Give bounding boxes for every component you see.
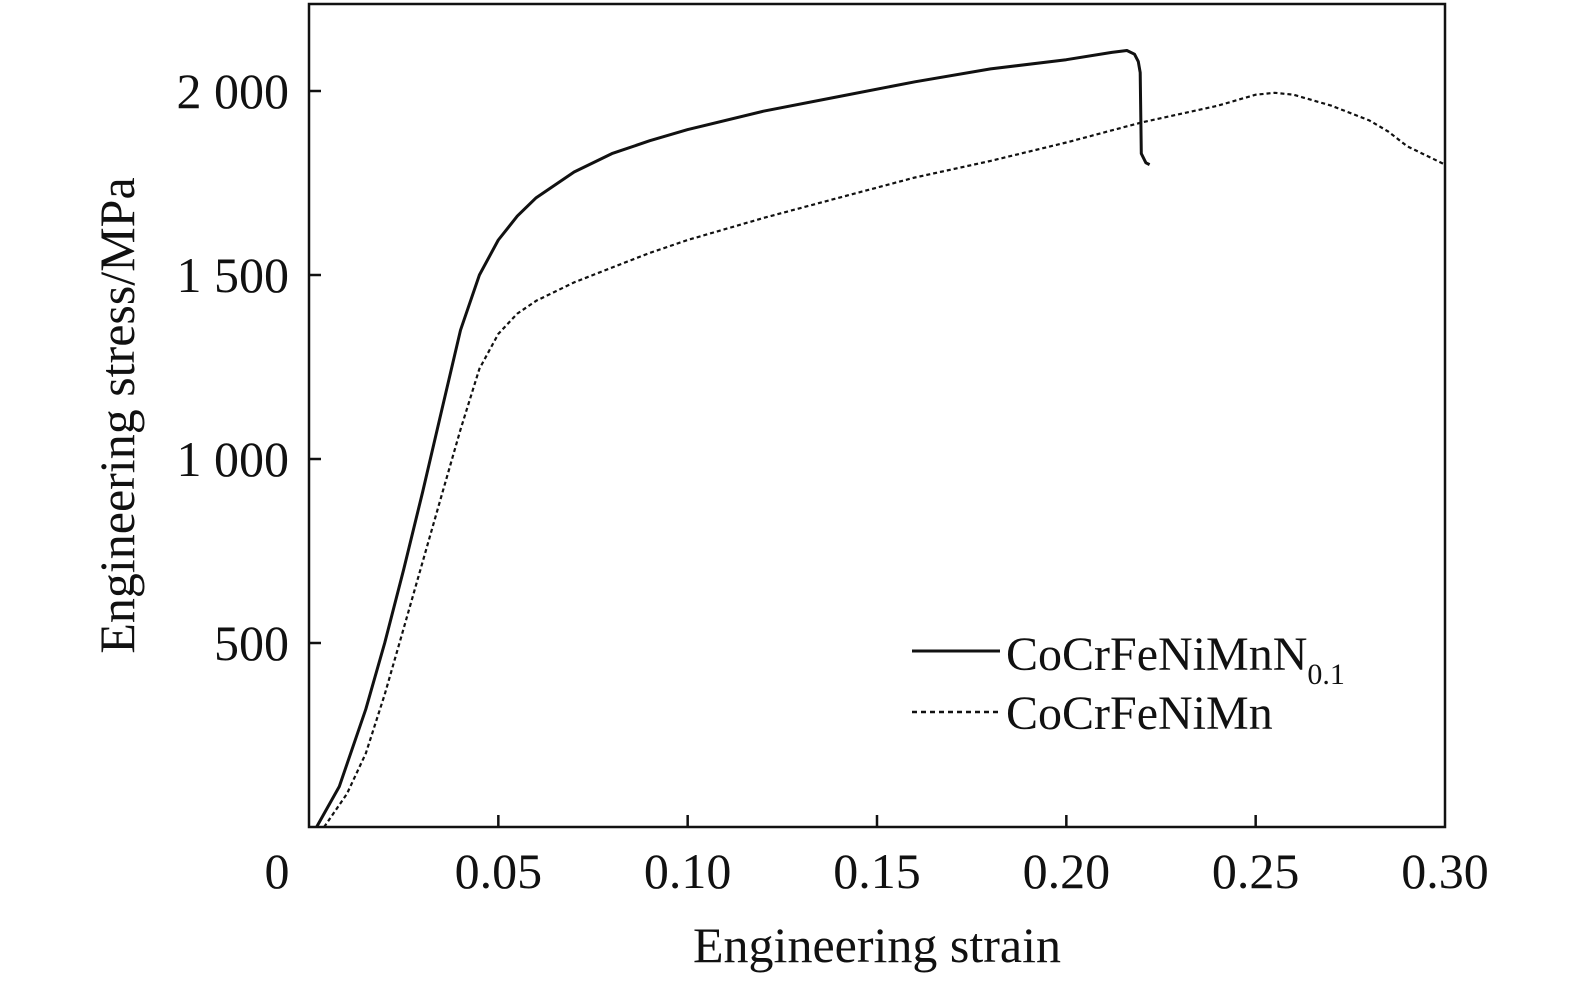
y-tick-label: 2 000 — [177, 63, 290, 119]
y-tick-label: 1 000 — [177, 431, 290, 487]
series-layer — [315, 49, 1446, 828]
x-tick-label: 0.30 — [1401, 843, 1489, 899]
x-tick-label: 0.05 — [455, 843, 543, 899]
x-tick-label: 0.20 — [1023, 843, 1111, 899]
x-tick-label: 0.25 — [1212, 843, 1300, 899]
y-axis-ticks: 500 1 000 1 500 2 000 — [177, 63, 321, 671]
x-tick-label: 0 — [265, 843, 290, 899]
x-axis-ticks: 0 0.05 0.10 0.15 0.20 0.25 0.30 — [265, 815, 1489, 899]
y-tick-label: 1 500 — [177, 247, 290, 303]
legend-label-nitrogen-alloy: CoCrFeNiMnN0.1 — [1006, 628, 1345, 691]
x-tick-label: 0.15 — [833, 843, 921, 899]
x-axis-title: Engineering strain — [693, 917, 1061, 973]
legend: CoCrFeNiMnN0.1 CoCrFeNiMn — [912, 628, 1345, 740]
legend-label-base-alloy: CoCrFeNiMn — [1006, 687, 1273, 740]
legend-label-nitrogen-alloy-main: CoCrFeNiMnN — [1006, 628, 1307, 681]
legend-label-nitrogen-alloy-subscript: 0.1 — [1307, 658, 1345, 691]
y-tick-label: 500 — [214, 615, 289, 671]
series-line-nitrogen-alloy — [315, 49, 1151, 828]
y-axis-title: Engineering stress/MPa — [89, 177, 145, 653]
x-tick-label: 0.10 — [644, 843, 732, 899]
